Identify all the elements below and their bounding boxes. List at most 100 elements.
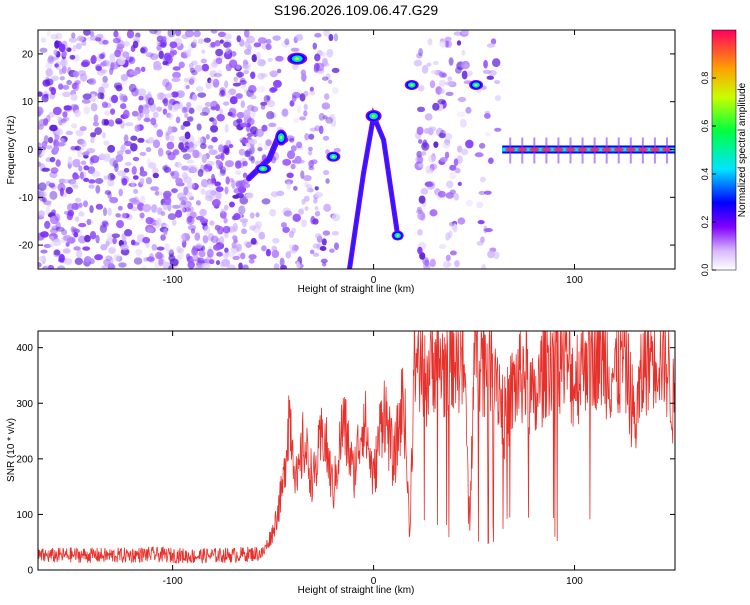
noise-blob [276, 68, 282, 74]
noise-blob [60, 138, 67, 147]
noise-blob [266, 38, 272, 44]
noise-blob [44, 220, 51, 229]
noise-blob [78, 222, 87, 228]
noise-blob [90, 55, 97, 63]
noise-blob [51, 209, 56, 215]
noise-blob [156, 35, 164, 43]
noise-blob [145, 146, 152, 153]
noise-blob [43, 243, 52, 248]
spectrogram-y-tick-label: 20 [22, 49, 34, 60]
noise-blob [244, 48, 252, 56]
noise-blob [150, 117, 157, 126]
noise-blob [62, 84, 70, 90]
noise-blob [178, 61, 185, 69]
noise-blob [199, 218, 209, 224]
noise-blob [288, 249, 298, 254]
noise-blob [106, 174, 111, 181]
noise-blob [235, 71, 245, 78]
noise-blob [105, 255, 113, 261]
noise-blob [421, 64, 429, 74]
noise-blob [258, 231, 266, 240]
noise-blob [239, 218, 249, 223]
noise-blob [313, 65, 319, 73]
noise-blob [215, 260, 221, 266]
noise-blob [222, 101, 230, 106]
noise-blob [38, 182, 47, 191]
noise-blob [485, 131, 492, 137]
noise-blob [47, 56, 55, 64]
noise-blob [40, 249, 48, 254]
noise-blob [243, 109, 251, 118]
noise-blob [139, 151, 147, 156]
noise-blob [428, 154, 435, 163]
noise-blob [192, 94, 198, 101]
noise-blob [131, 110, 139, 117]
noise-blob [104, 190, 112, 195]
noise-blob [253, 224, 261, 234]
spectrogram-x-axis-label: Height of straight line (km) [298, 284, 415, 295]
noise-blob [147, 227, 155, 233]
noise-blob [260, 104, 266, 110]
noise-blob [235, 170, 242, 176]
chart-title: S196.2026.109.06.47.G29 [274, 2, 438, 18]
noise-blob [447, 76, 453, 82]
noise-blob [95, 65, 103, 72]
noise-blob [78, 165, 83, 172]
snr-x-tick-label: 0 [371, 576, 377, 587]
noise-blob [308, 149, 313, 156]
noise-blob [83, 30, 91, 36]
noise-blob [150, 186, 160, 191]
noise-blob [261, 124, 268, 132]
noise-blob [111, 233, 120, 239]
noise-blob [138, 95, 144, 101]
noise-blob [226, 91, 231, 100]
noise-blob [61, 118, 67, 124]
noise-blob [182, 153, 191, 160]
noise-blob [83, 200, 88, 208]
noise-blob [62, 248, 71, 254]
noise-blob [242, 264, 249, 269]
noise-blob [149, 53, 159, 60]
noise-blob [126, 30, 135, 39]
noise-blob [416, 150, 423, 158]
colorbar-tick-label: 0.8 [700, 72, 710, 85]
noise-blob [168, 265, 174, 269]
noise-blob [426, 62, 432, 67]
noise-blob [85, 218, 94, 225]
noise-blob [188, 78, 195, 85]
noise-blob [197, 92, 207, 98]
noise-blob [160, 234, 166, 241]
noise-blob [147, 162, 157, 169]
noise-blob [104, 110, 110, 116]
noise-blob [254, 221, 262, 229]
noise-blob [217, 31, 227, 38]
noise-blob [476, 240, 484, 246]
noise-blob [155, 251, 163, 260]
noise-blob [295, 141, 303, 149]
noise-blob [45, 114, 51, 123]
noise-blob [175, 161, 183, 168]
noise-blob [53, 49, 58, 56]
colorbar-tick-label: 0.4 [700, 168, 710, 181]
noise-blob [203, 225, 211, 235]
noise-blob [249, 94, 257, 100]
noise-blob [145, 52, 154, 58]
noise-blob [70, 93, 78, 102]
noise-blob [457, 96, 467, 103]
noise-blob [54, 63, 59, 68]
noise-blob [200, 58, 207, 64]
noise-blob [184, 112, 189, 118]
noise-blob [66, 79, 73, 85]
snr-y-tick-label: 0 [27, 566, 33, 577]
noise-blob [190, 164, 199, 173]
noise-blob [417, 85, 425, 92]
noise-blob [314, 33, 322, 38]
noise-blob [39, 47, 48, 53]
noise-blob [80, 61, 90, 68]
noise-blob [164, 35, 171, 43]
noise-blob [309, 86, 314, 92]
noise-blob [48, 111, 55, 118]
noise-blob [211, 136, 218, 143]
noise-blob [267, 57, 273, 62]
noise-blob [131, 199, 141, 205]
